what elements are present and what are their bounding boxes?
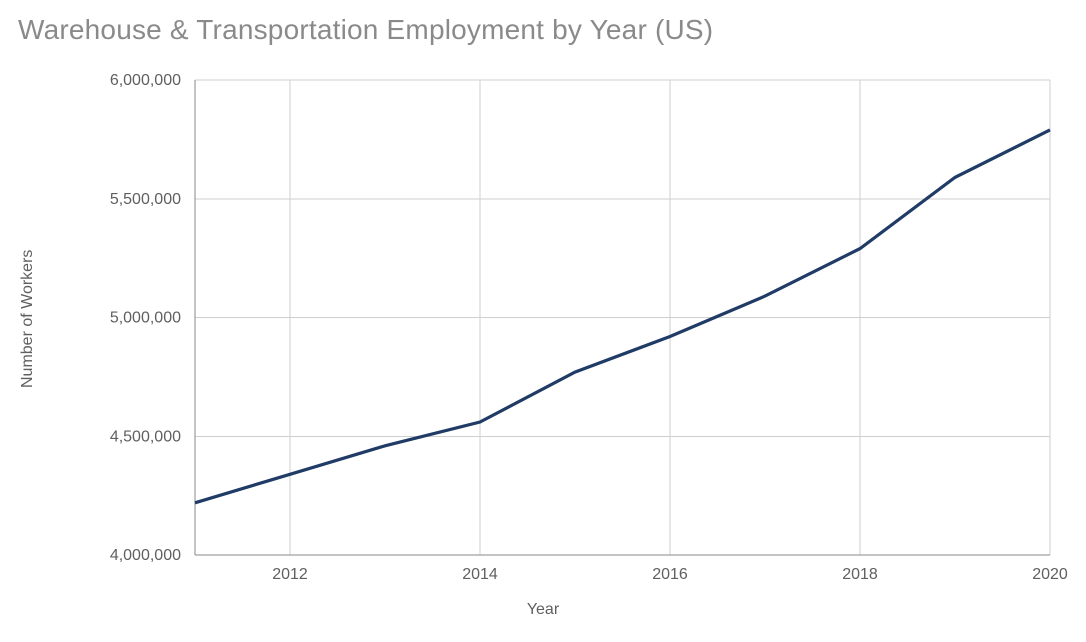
x-tick-label: 2020 xyxy=(1032,566,1068,583)
chart-plot: 2012 2014 2016 2018 2020 4,000,000 4,500,000 5,… xyxy=(0,0,1086,642)
x-tick-label: 2014 xyxy=(462,566,498,583)
y-tick-label: 5,000,000 xyxy=(110,310,181,327)
y-axis-label: Number of Workers xyxy=(19,249,37,387)
y-tick-label: 5,500,000 xyxy=(110,191,181,208)
x-tick-label: 2012 xyxy=(272,566,308,583)
chart-container: Warehouse & Transportation Employment by… xyxy=(0,0,1086,642)
y-tick-label: 4,500,000 xyxy=(110,428,181,445)
series-line xyxy=(195,130,1050,503)
x-axis-label: Year xyxy=(0,601,1086,619)
x-tick-label: 2018 xyxy=(842,566,878,583)
grid xyxy=(195,80,1050,555)
x-tick-label: 2016 xyxy=(652,566,688,583)
y-tick-label: 4,000,000 xyxy=(110,547,181,564)
y-tick-label: 6,000,000 xyxy=(110,72,181,89)
